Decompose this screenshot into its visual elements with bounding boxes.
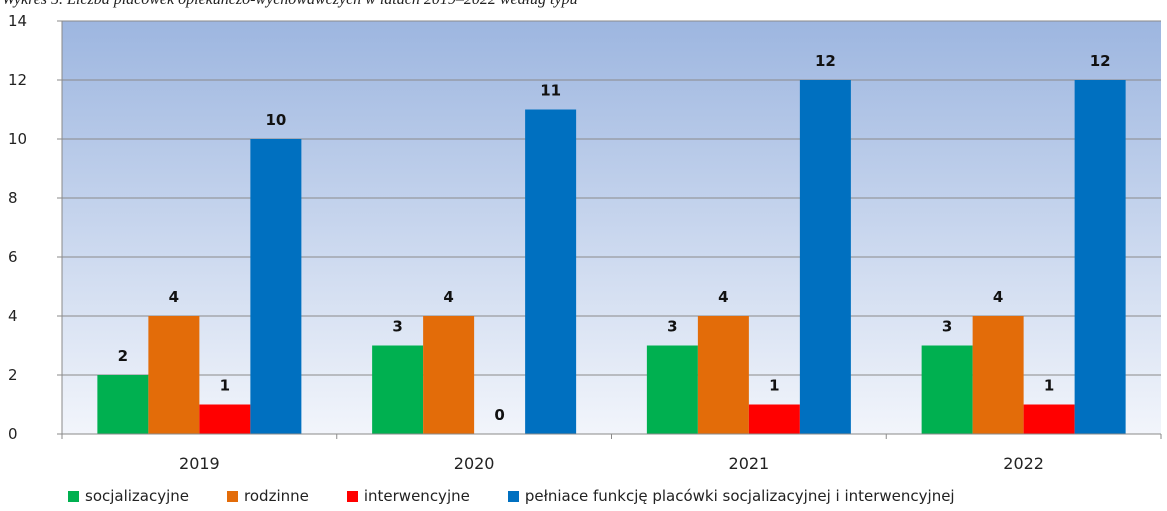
legend: socjalizacyjne rodzinne interwencyjne pe… — [68, 486, 955, 506]
y-tick-label: 14 — [8, 12, 27, 30]
bar-2020-series-0 — [372, 345, 424, 434]
legend-swatch-pelniace — [507, 490, 519, 502]
legend-label-socjalizacyjne: socjalizacyjne — [85, 487, 190, 505]
data-label: 10 — [265, 111, 286, 129]
legend-item-socjalizacyjne: socjalizacyjne — [68, 487, 189, 505]
data-label: 1 — [769, 377, 779, 395]
legend-label-rodzinne: rodzinne — [244, 487, 309, 505]
bar-2022-series-2 — [1023, 404, 1075, 434]
x-tick-label: 2022 — [1003, 454, 1044, 473]
data-label: 4 — [443, 288, 453, 306]
data-labels: 2 4 1 10 3 4 0 11 3 4 1 12 3 4 1 12 — [118, 52, 1111, 424]
data-label: 12 — [815, 52, 836, 70]
y-tick-label: 6 — [8, 248, 18, 266]
data-label: 11 — [540, 82, 561, 100]
legend-item-interwencyjne: interwencyjne — [346, 487, 470, 505]
bar-2020-series-1 — [423, 316, 475, 434]
bar-2021-series-0 — [646, 345, 698, 434]
y-axis-ticks: 0 2 4 6 8 10 12 14 — [8, 12, 62, 443]
bar-2022-series-0 — [921, 345, 973, 434]
bars — [97, 80, 1126, 434]
bar-2019-series-0 — [97, 375, 149, 434]
data-label: 4 — [169, 288, 179, 306]
data-label: 1 — [220, 377, 230, 395]
legend-swatch-interwencyjne — [346, 490, 358, 502]
data-label: 3 — [667, 318, 677, 336]
legend-swatch-rodzinne — [227, 490, 239, 502]
legend-swatch-socjalizacyjne — [68, 490, 79, 502]
bar-2021-series-3 — [799, 80, 851, 434]
data-label: 12 — [1090, 52, 1111, 70]
legend-item-rodzinne: rodzinne — [227, 487, 309, 505]
y-tick-label: 2 — [8, 366, 18, 384]
x-tick-label: 2021 — [729, 454, 770, 473]
y-tick-label: 12 — [8, 71, 27, 89]
bar-chart: 0 2 4 6 8 10 12 14 2 4 1 10 3 4 0 11 3 4 1 12 3 4 1 12 2019 202… — [8, 12, 1162, 473]
bar-2020-series-3 — [525, 109, 577, 434]
legend-label-pelniace: pełniace funkcję placówki socjalizacyjne… — [524, 487, 955, 505]
bar-2022-series-1 — [972, 316, 1024, 434]
bar-2022-series-3 — [1074, 80, 1126, 434]
legend-label-interwencyjne: interwencyjne — [363, 487, 470, 505]
y-tick-label: 8 — [8, 189, 18, 207]
x-axis: 2019 2020 2021 2022 — [61, 21, 1162, 473]
data-label: 3 — [392, 318, 402, 336]
y-tick-label: 4 — [8, 307, 18, 325]
y-tick-label: 10 — [8, 130, 27, 148]
x-tick-label: 2020 — [454, 454, 495, 473]
bar-2019-series-3 — [250, 139, 302, 434]
data-label: 2 — [118, 347, 128, 365]
data-label: 4 — [718, 288, 728, 306]
data-label: 4 — [993, 288, 1003, 306]
x-tick-label: 2019 — [179, 454, 220, 473]
bar-2021-series-2 — [748, 404, 800, 434]
data-label: 3 — [942, 318, 952, 336]
data-label: 0 — [494, 406, 504, 424]
bar-2019-series-2 — [199, 404, 251, 434]
data-label: 1 — [1044, 377, 1054, 395]
bar-2019-series-1 — [148, 316, 200, 434]
bar-2021-series-1 — [697, 316, 749, 434]
legend-item-pelniace: pełniace funkcję placówki socjalizacyjne… — [507, 487, 955, 505]
y-tick-label: 0 — [8, 425, 18, 443]
chart-caption: Wykres 5. Liczba placówek opiekuńczo-wyc… — [2, 0, 1162, 11]
